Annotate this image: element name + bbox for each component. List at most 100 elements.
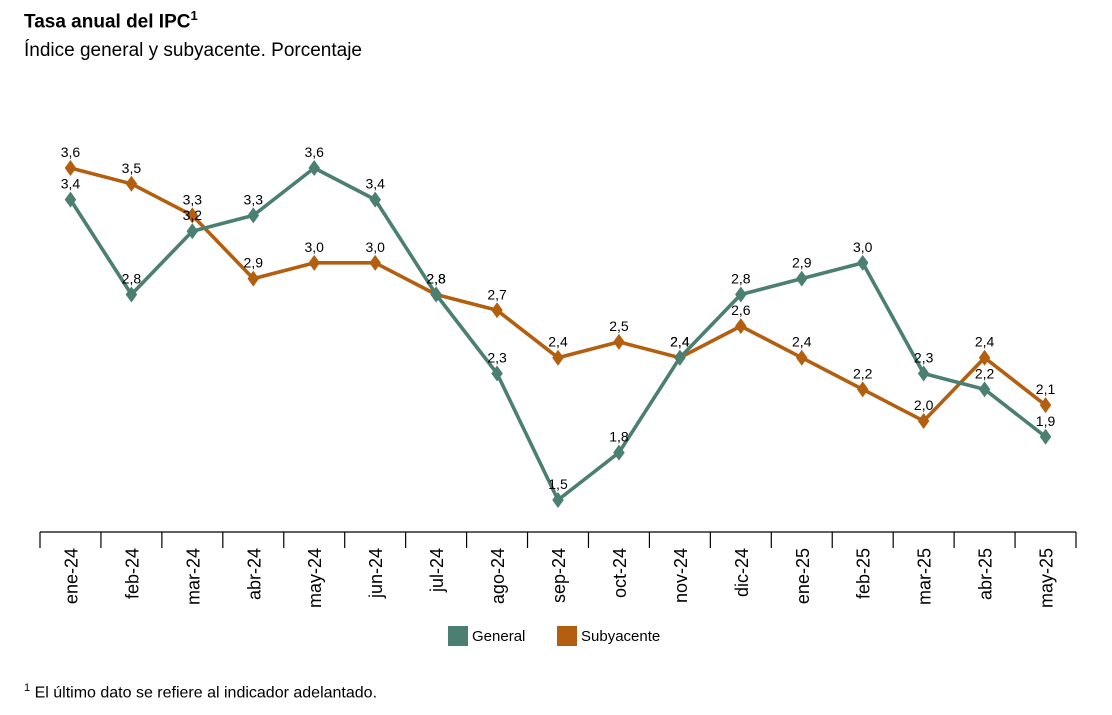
data-label: 2,4 <box>670 334 690 350</box>
footnote-text: El último dato se refiere al indicador a… <box>34 684 378 702</box>
data-point <box>64 160 77 176</box>
data-point <box>308 254 320 271</box>
title-footnote-marker: 1 <box>190 8 198 23</box>
x-tick-label: nov-24 <box>671 548 691 603</box>
series-line-subyacente <box>70 166 1047 423</box>
data-labels: 3,42,83,23,33,63,42,82,31,51,82,42,82,93… <box>61 144 1056 492</box>
data-point <box>735 318 747 335</box>
data-point <box>613 444 625 461</box>
data-label: 3,6 <box>305 144 325 160</box>
legend: General Subyacente <box>448 626 660 646</box>
line-chart: ene-24 feb-24 mar-24 abr-24 may-24 jun-24 jul-… <box>39 144 1077 646</box>
data-point <box>917 412 930 429</box>
x-tick-label: jul-24 <box>427 548 447 593</box>
data-point <box>125 175 138 192</box>
data-point <box>491 365 503 382</box>
x-tick-label: may-24 <box>305 548 325 608</box>
data-point <box>430 286 442 303</box>
data-label: 2,0 <box>914 397 934 413</box>
data-point <box>186 223 199 240</box>
x-tick-label: sep-24 <box>549 548 569 603</box>
footnote: 1 El último dato se refiere al indicador… <box>24 682 377 702</box>
data-label: 1,5 <box>548 476 568 492</box>
data-label: 2,4 <box>792 334 812 350</box>
data-point <box>491 302 503 319</box>
data-label: 2,2 <box>975 365 995 381</box>
data-label: 2,4 <box>670 334 690 350</box>
data-point <box>1039 428 1052 445</box>
x-tick-label: feb-24 <box>122 548 142 599</box>
legend-label: General <box>472 628 525 645</box>
data-label: 3,2 <box>183 207 203 223</box>
data-label: 3,5 <box>122 160 142 176</box>
legend-label: Subyacente <box>581 628 660 645</box>
data-point <box>552 349 564 366</box>
data-point <box>64 191 77 208</box>
data-point <box>796 270 808 287</box>
data-label: 2,5 <box>609 318 629 334</box>
data-point <box>613 333 625 350</box>
data-label: 2,3 <box>487 350 507 366</box>
data-label: 3,0 <box>365 239 385 255</box>
data-label: 3,4 <box>365 176 385 192</box>
data-point <box>1039 397 1052 414</box>
x-tick-label: feb-25 <box>854 548 874 599</box>
data-label: 2,8 <box>122 270 142 286</box>
x-tick-label: oct-24 <box>610 548 630 598</box>
x-tick-label: jun-24 <box>366 548 386 599</box>
data-label: 2,7 <box>487 286 507 302</box>
data-label: 1,8 <box>609 429 629 445</box>
legend-swatch <box>448 626 468 646</box>
data-point <box>917 365 930 382</box>
data-label: 2,1 <box>1036 381 1056 397</box>
chart-title: Tasa anual del IPC1 <box>24 8 198 33</box>
data-label: 2,8 <box>426 270 446 286</box>
data-label: 2,8 <box>426 270 446 286</box>
data-label: 3,3 <box>183 191 203 207</box>
data-label: 2,3 <box>914 350 934 366</box>
data-label: 3,0 <box>853 239 873 255</box>
data-label: 2,4 <box>548 334 568 350</box>
data-point <box>247 207 260 224</box>
data-label: 3,6 <box>61 144 81 160</box>
data-point <box>125 286 138 303</box>
x-tick-label: ago-24 <box>488 548 508 604</box>
data-point <box>308 160 320 176</box>
data-label: 2,8 <box>731 270 751 286</box>
data-label: 2,2 <box>853 365 873 381</box>
x-axis: ene-24 feb-24 mar-24 abr-24 may-24 jun-24 jul-… <box>39 531 1077 608</box>
data-label: 3,0 <box>305 239 325 255</box>
data-label: 2,9 <box>244 255 264 271</box>
footnote-marker: 1 <box>24 682 31 694</box>
data-label: 1,9 <box>1036 413 1056 429</box>
data-point <box>369 191 381 208</box>
data-label: 2,6 <box>731 302 751 318</box>
data-point <box>856 254 869 271</box>
data-point <box>369 254 381 271</box>
data-point <box>247 270 260 287</box>
x-tick-label: dic-24 <box>732 548 752 597</box>
legend-swatch <box>557 626 577 646</box>
data-point <box>186 207 199 224</box>
data-point <box>856 381 869 398</box>
data-label: 2,9 <box>792 255 812 271</box>
data-point <box>735 286 747 303</box>
x-tick-label: abr-25 <box>976 548 996 600</box>
data-point <box>978 381 991 398</box>
data-label: 3,4 <box>61 176 81 192</box>
x-tick-label: ene-24 <box>61 548 81 604</box>
data-point <box>978 349 991 366</box>
data-point <box>796 349 808 366</box>
data-label: 2,4 <box>975 334 995 350</box>
x-tick-label: abr-24 <box>244 548 264 600</box>
data-point <box>552 492 564 508</box>
chart-title-text: Tasa anual del IPC <box>24 11 191 33</box>
data-label: 3,3 <box>244 191 264 207</box>
x-tick-label: ene-25 <box>793 548 813 604</box>
x-tick-label: may-25 <box>1037 548 1057 608</box>
x-tick-label: mar-25 <box>915 548 935 605</box>
x-tick-label: mar-24 <box>183 548 203 605</box>
series-lines <box>64 160 1052 508</box>
chart-subtitle: Índice general y subyacente. Porcentaje <box>24 40 362 61</box>
data-point <box>674 349 686 366</box>
